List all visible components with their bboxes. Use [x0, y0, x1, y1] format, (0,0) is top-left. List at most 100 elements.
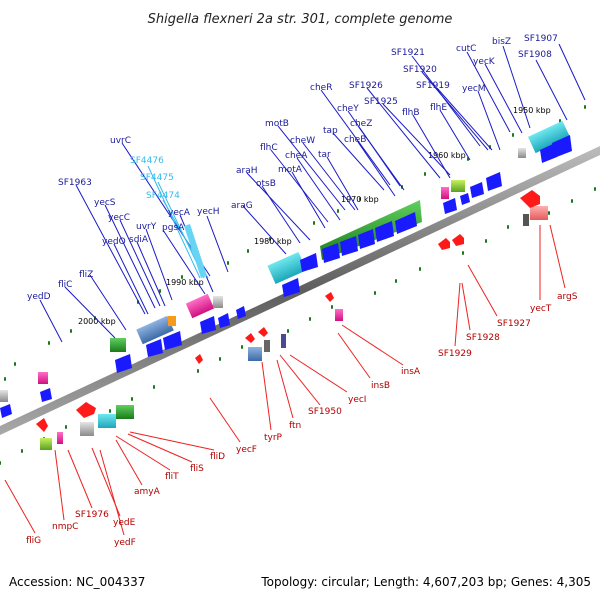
gene-label[interactable]: yedD: [27, 292, 51, 302]
gene-label[interactable]: tyrP: [264, 433, 283, 443]
gene-label[interactable]: fliT: [165, 472, 179, 482]
gene-label[interactable]: fliZ: [79, 270, 93, 280]
feature-box: [267, 251, 307, 285]
feature-box: [184, 224, 207, 278]
gene-label[interactable]: araH: [236, 166, 258, 176]
reverse-arrow: [258, 327, 268, 337]
gene-label[interactable]: fliS: [190, 464, 204, 474]
gene-label[interactable]: motA: [278, 165, 303, 175]
gene-label[interactable]: SF1920: [403, 65, 437, 75]
gene-label[interactable]: bisZ: [492, 37, 511, 47]
gene-label[interactable]: SF1927: [497, 319, 531, 329]
feature-boxes-upper: [0, 120, 571, 402]
gene-label[interactable]: SF1928: [466, 333, 500, 343]
gene-label[interactable]: fliD: [210, 452, 225, 462]
gene-label[interactable]: SF4475: [140, 173, 174, 183]
gene-label[interactable]: uvrY: [136, 222, 157, 232]
gene-label[interactable]: cheB: [344, 135, 366, 145]
feature-box: [213, 296, 223, 308]
gene-label[interactable]: SF1963: [58, 178, 92, 188]
gene-label[interactable]: insB: [371, 381, 390, 391]
gene-label[interactable]: SF1925: [364, 97, 398, 107]
gene-label[interactable]: sdiA: [129, 235, 149, 245]
feature-box: [57, 432, 63, 444]
forward-arrow: [163, 331, 182, 350]
forward-arrow: [322, 243, 340, 263]
forward-arrow: [146, 339, 163, 357]
kbp-label: 1980 kbp: [254, 237, 292, 246]
reverse-arrow: [76, 402, 96, 418]
gene-label[interactable]: SF4476: [130, 156, 164, 166]
gene-label[interactable]: motB: [265, 119, 289, 129]
gene-label[interactable]: yecF: [236, 445, 257, 455]
gene-label[interactable]: cheA: [285, 151, 308, 161]
gene-label[interactable]: nmpC: [52, 522, 78, 532]
gene-label[interactable]: fliC: [58, 280, 72, 290]
gene-label[interactable]: tar: [318, 150, 331, 160]
gene-label[interactable]: yecT: [530, 304, 552, 314]
gene-label[interactable]: flhE: [430, 103, 447, 113]
reverse-arrow: [438, 238, 450, 250]
forward-arrow: [236, 306, 246, 319]
gene-label[interactable]: SF1929: [438, 349, 472, 359]
forward-arrow: [540, 143, 557, 163]
gene-label[interactable]: cheW: [290, 136, 315, 146]
gene-label[interactable]: argS: [557, 292, 578, 302]
kbp-label: 1960 kbp: [428, 151, 466, 160]
gene-label[interactable]: SF1919: [416, 81, 450, 91]
reverse-arrow: [325, 292, 334, 302]
gene-label[interactable]: yedE: [113, 518, 136, 528]
reverse-arrow: [195, 354, 203, 364]
forward-arrow: [300, 253, 318, 272]
gene-label[interactable]: yecI: [348, 395, 366, 405]
forward-arrow: [375, 221, 394, 242]
gene-label[interactable]: cheY: [337, 104, 359, 114]
gene-label[interactable]: insA: [401, 367, 421, 377]
gene-label[interactable]: otsB: [256, 179, 276, 189]
feature-box: [264, 340, 270, 352]
reverse-arrow: [36, 418, 48, 432]
gene-label[interactable]: tap: [323, 126, 338, 136]
genome-title: Shigella flexneri 2a str. 301, complete …: [148, 12, 453, 27]
gene-label[interactable]: SF1926: [349, 81, 383, 91]
gene-label[interactable]: fliG: [26, 536, 41, 546]
gene-label[interactable]: cutC: [456, 44, 476, 54]
genome-backbone: [0, 146, 600, 435]
gene-label[interactable]: araG: [231, 201, 253, 211]
reverse-arrow: [520, 190, 540, 208]
gene-label[interactable]: SF1921: [391, 48, 425, 58]
gene-label[interactable]: flhC: [260, 143, 278, 153]
gene-label[interactable]: yecK: [473, 57, 496, 67]
feature-box: [0, 390, 8, 402]
feature-box: [116, 405, 134, 419]
gene-label[interactable]: yecM: [462, 84, 486, 94]
topology-summary: Topology: circular; Length: 4,607,203 bp…: [260, 575, 591, 589]
gene-label[interactable]: flhB: [402, 108, 420, 118]
gene-label[interactable]: uvrC: [110, 136, 131, 146]
forward-arrow: [460, 193, 470, 205]
gene-label[interactable]: ftn: [289, 421, 301, 431]
gene-label[interactable]: cheZ: [350, 119, 372, 129]
gene-label[interactable]: SF1976: [75, 510, 109, 520]
forward-arrow: [40, 388, 52, 402]
gene-label[interactable]: yecS: [94, 198, 116, 208]
gene-label[interactable]: yecC: [108, 213, 130, 223]
gene-label[interactable]: yecH: [197, 207, 220, 217]
gene-label[interactable]: yedO: [102, 237, 126, 247]
gene-label[interactable]: pgsA: [162, 223, 185, 233]
kbp-label: 1950 kbp: [513, 106, 551, 115]
gene-label[interactable]: amyA: [134, 487, 161, 497]
gene-label[interactable]: SF1907: [524, 34, 558, 44]
forward-arrow: [358, 229, 375, 249]
gene-label[interactable]: SF1950: [308, 407, 342, 417]
gene-label[interactable]: SF4474: [146, 191, 180, 201]
feature-boxes-lower: [40, 206, 548, 450]
gene-label[interactable]: cheR: [310, 83, 332, 93]
forward-arrow: [486, 172, 502, 191]
feature-box: [281, 334, 286, 348]
gene-label[interactable]: yecA: [168, 208, 191, 218]
gene-label[interactable]: yedF: [114, 538, 136, 548]
feature-box: [441, 187, 449, 199]
gene-label[interactable]: SF1908: [518, 50, 552, 60]
